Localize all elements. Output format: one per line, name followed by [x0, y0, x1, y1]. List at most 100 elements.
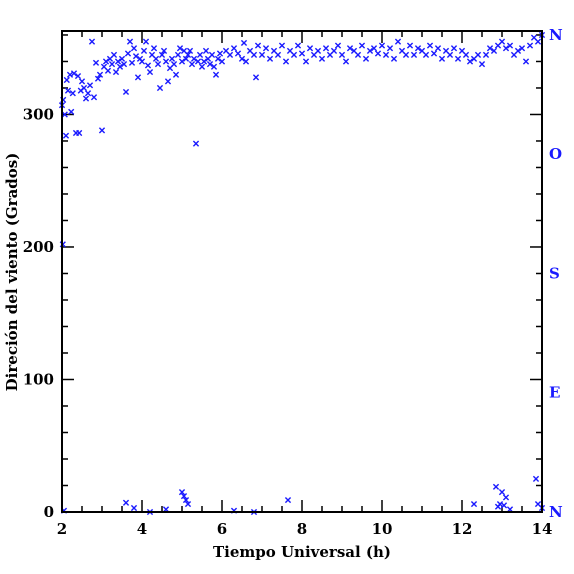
y-tick-label: 300	[23, 105, 54, 123]
data-point	[492, 483, 500, 490]
data-point	[430, 50, 438, 57]
data-point	[176, 45, 184, 52]
data-point	[254, 42, 262, 49]
compass-label: E	[549, 384, 560, 402]
data-point	[158, 51, 166, 58]
x-tick-labels: 2 4 6 8 10 12 14	[57, 520, 553, 538]
data-point	[130, 45, 138, 52]
data-point	[104, 67, 112, 74]
data-point	[178, 58, 186, 65]
x-tick-label: 4	[137, 520, 147, 538]
data-point	[126, 38, 134, 45]
data-point	[160, 47, 168, 54]
y-tick-label: 0	[44, 503, 54, 521]
data-point	[242, 58, 250, 65]
data-point	[110, 51, 118, 58]
data-point	[70, 70, 78, 77]
data-point	[230, 45, 238, 52]
data-point	[434, 45, 442, 52]
data-point	[370, 45, 378, 52]
data-point	[114, 58, 122, 65]
data-point	[82, 95, 90, 102]
data-point	[178, 489, 186, 496]
data-point	[128, 59, 136, 66]
data-point	[218, 58, 226, 65]
data-point	[88, 38, 96, 45]
data-point	[170, 61, 178, 68]
data-point	[76, 129, 83, 137]
data-point	[374, 50, 382, 57]
data-point	[526, 42, 534, 49]
data-point	[130, 504, 138, 512]
data-point	[61, 111, 68, 118]
data-point	[208, 51, 216, 58]
data-point	[446, 51, 454, 58]
data-point	[142, 38, 150, 45]
data-point	[346, 45, 354, 52]
plot-frame	[61, 30, 543, 513]
data-point	[150, 45, 158, 52]
data-point	[140, 47, 148, 54]
data-point	[132, 53, 140, 60]
x-tick-label: 12	[452, 520, 473, 538]
y-tick-labels: 0 100 200 300	[23, 105, 54, 521]
data-point	[422, 51, 430, 58]
data-point	[184, 51, 192, 58]
data-point	[194, 58, 202, 65]
data-point	[426, 42, 434, 49]
data-point	[354, 51, 362, 58]
data-point	[152, 55, 160, 62]
data-point	[278, 42, 286, 49]
data-point	[302, 58, 310, 65]
data-point	[154, 61, 162, 68]
x-axis-title: Tiempo Universal (h)	[213, 543, 391, 561]
data-point	[258, 51, 266, 58]
data-point	[470, 500, 478, 508]
scatter-points	[58, 31, 546, 516]
data-point	[190, 55, 198, 62]
data-point	[206, 61, 214, 68]
data-point	[322, 45, 330, 52]
data-point	[69, 90, 76, 97]
x-tick-label: 2	[57, 520, 67, 538]
data-point	[62, 132, 70, 139]
data-point	[172, 71, 180, 78]
data-point	[174, 51, 182, 58]
data-point	[92, 59, 100, 66]
data-point	[146, 68, 154, 76]
data-point	[282, 58, 290, 65]
data-point	[188, 61, 196, 68]
data-point	[186, 47, 194, 54]
data-point	[90, 94, 98, 101]
data-point	[64, 87, 72, 94]
x-tick-label: 10	[372, 520, 393, 538]
data-point	[502, 45, 510, 52]
data-point	[108, 61, 116, 68]
data-point	[500, 502, 508, 509]
data-point	[438, 55, 446, 62]
data-point	[226, 51, 234, 58]
data-point	[498, 489, 506, 496]
data-point	[134, 74, 142, 81]
data-point	[366, 47, 374, 54]
data-point	[210, 63, 218, 70]
data-point	[514, 47, 522, 54]
data-point	[266, 55, 274, 62]
data-point	[284, 496, 292, 504]
y-tick-label: 100	[23, 370, 54, 388]
data-point	[334, 42, 342, 49]
data-point	[506, 42, 514, 49]
data-point	[290, 51, 298, 58]
data-point	[240, 39, 248, 47]
data-point	[68, 108, 75, 115]
data-point	[394, 38, 402, 45]
data-point	[182, 55, 190, 62]
data-point	[414, 45, 422, 52]
data-point	[80, 84, 88, 92]
data-point	[478, 61, 486, 68]
data-point	[184, 500, 192, 508]
data-point	[518, 45, 526, 52]
data-point	[306, 45, 314, 52]
y-tick-label: 200	[23, 238, 54, 256]
